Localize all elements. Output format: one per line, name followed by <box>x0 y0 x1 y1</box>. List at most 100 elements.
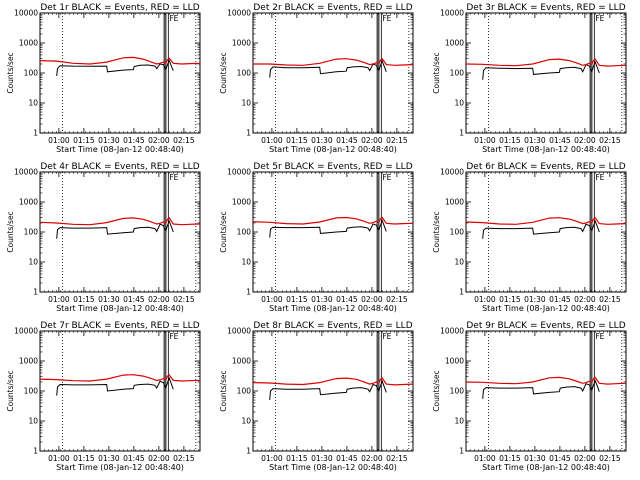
x-tick-label: 01:45 <box>336 136 358 145</box>
x-tick-label: 01:45 <box>549 136 571 145</box>
x-axis-label: Start Time (08-Jan-12 00:48:40) <box>482 304 610 313</box>
y-tick-label: 1 <box>459 447 464 456</box>
y-tick-label: 100 <box>450 387 465 396</box>
y-tick-label: 10 <box>454 258 464 267</box>
y-tick-label: 1000 <box>232 357 251 366</box>
events-series-line <box>269 379 387 401</box>
x-axis-label: Start Time (08-Jan-12 00:48:40) <box>56 463 184 472</box>
y-tick-label: 1000 <box>232 198 251 207</box>
detector-panel: Det 2r BLACK = Events, RED = LLD 1 10 100 10… <box>219 3 414 154</box>
x-tick-label: 01:30 <box>311 136 333 145</box>
flare-flag-label: FE <box>169 14 178 23</box>
panel-title: Det 2r BLACK = Events, RED = LLD <box>253 3 412 13</box>
x-tick-label: 02:00 <box>148 454 170 463</box>
y-tick-label: 100 <box>24 228 39 237</box>
y-tick-label: 1000 <box>445 39 464 48</box>
x-tick-label: 02:00 <box>148 295 170 304</box>
panel-title: Det 6r BLACK = Events, RED = LLD <box>466 162 625 172</box>
events-series-line <box>482 379 600 399</box>
x-tick-label: 01:15 <box>73 454 95 463</box>
x-axis-label: Start Time (08-Jan-12 00:48:40) <box>269 463 397 472</box>
y-tick-label: 10000 <box>227 168 251 177</box>
detector-panel: Det 9r BLACK = Events, RED = LLD 1 10 100 10… <box>432 321 627 472</box>
x-tick-label: 01:15 <box>286 295 308 304</box>
lld-series-line <box>465 216 627 225</box>
x-tick-label: 01:00 <box>261 295 283 304</box>
y-tick-label: 1 <box>459 129 464 138</box>
y-tick-label: 10 <box>241 258 251 267</box>
detector-panel: Det 6r BLACK = Events, RED = LLD 1 10 100 10… <box>432 162 627 313</box>
x-tick-label: 01:00 <box>474 295 496 304</box>
panel-title: Det 1r BLACK = Events, RED = LLD <box>40 3 199 13</box>
flare-flag-label: FE <box>169 173 178 182</box>
detector-panel: Det 8r BLACK = Events, RED = LLD 1 10 100 10… <box>219 321 414 472</box>
x-tick-label: 02:00 <box>574 136 596 145</box>
x-tick-label: 01:00 <box>48 136 70 145</box>
x-tick-label: 01:15 <box>286 136 308 145</box>
y-tick-label: 10 <box>28 99 38 108</box>
x-tick-label: 02:00 <box>361 454 383 463</box>
lld-series-line <box>39 56 201 65</box>
lld-series-line <box>465 58 627 67</box>
x-tick-label: 02:15 <box>599 295 621 304</box>
y-tick-label: 10000 <box>440 327 464 336</box>
y-tick-label: 10 <box>454 417 464 426</box>
x-tick-label: 01:30 <box>98 454 120 463</box>
y-tick-label: 10 <box>454 99 464 108</box>
x-tick-label: 02:15 <box>386 454 408 463</box>
flare-flag-label: FE <box>382 14 391 23</box>
y-tick-label: 1 <box>33 447 38 456</box>
panel-title: Det 5r BLACK = Events, RED = LLD <box>253 162 412 172</box>
x-tick-label: 01:45 <box>123 454 145 463</box>
y-tick-label: 100 <box>237 387 252 396</box>
x-tick-label: 01:15 <box>499 136 521 145</box>
y-tick-label: 1 <box>246 129 251 138</box>
x-axis-label: Start Time (08-Jan-12 00:48:40) <box>482 463 610 472</box>
x-axis-label: Start Time (08-Jan-12 00:48:40) <box>269 304 397 313</box>
plot-frame <box>39 171 201 293</box>
x-axis-label: Start Time (08-Jan-12 00:48:40) <box>56 145 184 154</box>
flare-flag-label: FE <box>382 173 391 182</box>
y-tick-label: 10000 <box>227 9 251 18</box>
y-tick-label: 100 <box>24 69 39 78</box>
lld-series-line <box>465 376 627 385</box>
x-tick-label: 01:00 <box>474 454 496 463</box>
panel-title: Det 8r BLACK = Events, RED = LLD <box>253 321 412 331</box>
x-tick-label: 01:30 <box>98 295 120 304</box>
y-tick-label: 1000 <box>19 357 38 366</box>
y-tick-label: 1000 <box>232 39 251 48</box>
y-tick-label: 1000 <box>19 39 38 48</box>
flare-flag-label: FE <box>595 332 604 341</box>
flare-flag-label: FE <box>169 332 178 341</box>
y-axis-label: Counts/sec <box>219 52 228 93</box>
events-series-line <box>482 219 600 239</box>
lld-series-line <box>39 374 201 382</box>
panel-title: Det 9r BLACK = Events, RED = LLD <box>466 321 625 331</box>
lld-series-line <box>39 217 201 226</box>
panel-title: Det 7r BLACK = Events, RED = LLD <box>40 321 199 331</box>
x-tick-label: 01:15 <box>499 295 521 304</box>
x-tick-label: 02:00 <box>574 454 596 463</box>
x-tick-label: 01:45 <box>549 454 571 463</box>
y-tick-label: 100 <box>237 69 252 78</box>
y-tick-label: 1 <box>459 288 464 297</box>
y-axis-label: Counts/sec <box>432 370 441 411</box>
panel-title: Det 3r BLACK = Events, RED = LLD <box>466 3 625 13</box>
y-tick-label: 1 <box>33 129 38 138</box>
x-tick-label: 02:15 <box>173 136 195 145</box>
y-tick-label: 10 <box>28 417 38 426</box>
x-tick-label: 01:45 <box>123 295 145 304</box>
x-tick-label: 01:45 <box>336 454 358 463</box>
y-tick-label: 10000 <box>227 327 251 336</box>
plot-frame <box>465 171 627 293</box>
y-tick-label: 1000 <box>19 198 38 207</box>
y-axis-label: Counts/sec <box>6 370 15 411</box>
x-tick-label: 01:45 <box>549 295 571 304</box>
x-tick-label: 02:15 <box>599 136 621 145</box>
x-tick-label: 02:00 <box>361 136 383 145</box>
x-axis-label: Start Time (08-Jan-12 00:48:40) <box>56 304 184 313</box>
events-series-line <box>56 376 174 396</box>
y-tick-label: 10 <box>241 99 251 108</box>
x-tick-label: 01:30 <box>524 454 546 463</box>
events-series-line <box>269 219 387 238</box>
